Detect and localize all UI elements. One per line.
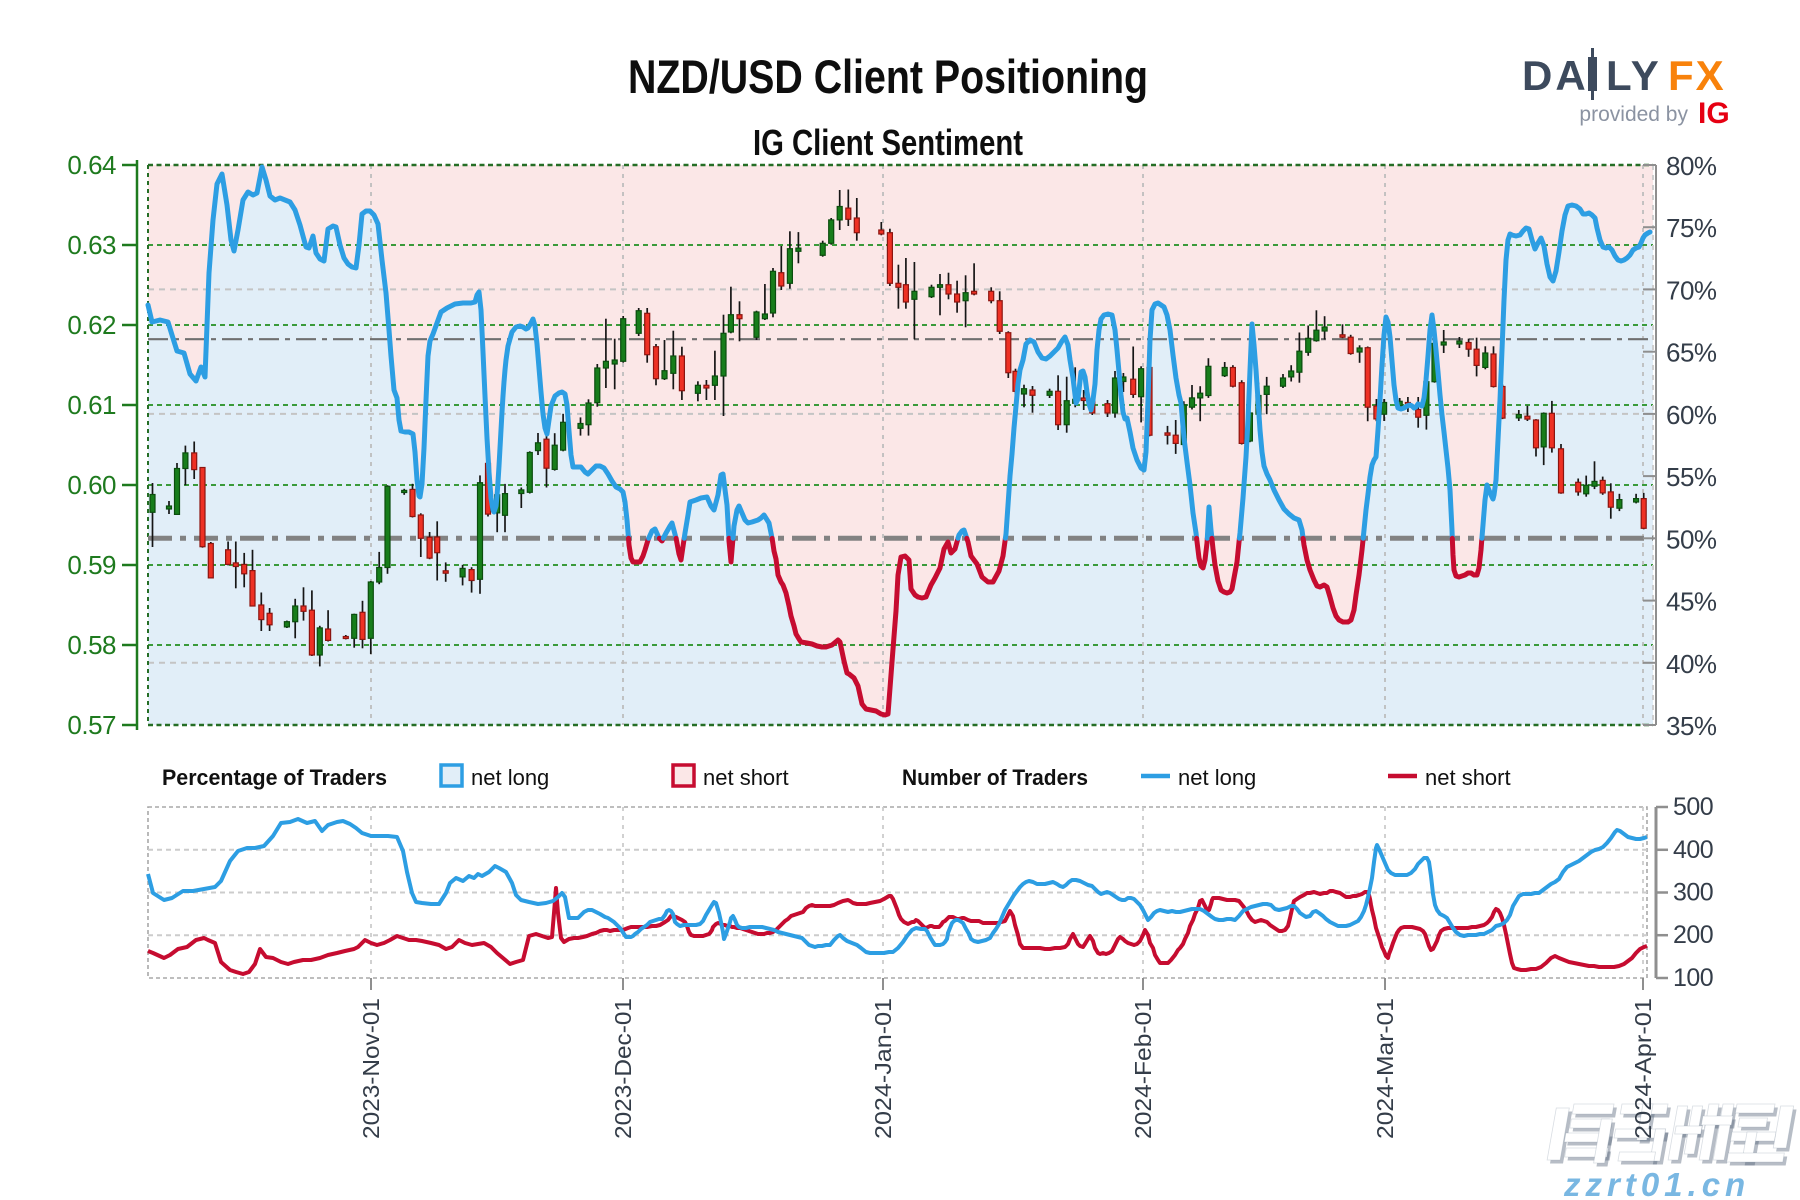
svg-text:2024-Jan-01: 2024-Jan-01 (870, 998, 896, 1139)
svg-text:200: 200 (1673, 921, 1713, 949)
svg-text:2024-Mar-01: 2024-Mar-01 (1372, 998, 1398, 1139)
svg-text:100: 100 (1673, 964, 1713, 992)
svg-text:net long: net long (471, 765, 549, 790)
svg-text:0.64: 0.64 (67, 150, 116, 180)
svg-text:35%: 35% (1666, 711, 1717, 741)
svg-text:Number of Traders: Number of Traders (902, 765, 1088, 790)
svg-text:0.62: 0.62 (67, 310, 116, 340)
svg-text:65%: 65% (1666, 338, 1717, 368)
svg-text:IG Client Sentiment: IG Client Sentiment (753, 122, 1023, 163)
svg-text:300: 300 (1673, 879, 1713, 907)
svg-text:75%: 75% (1666, 213, 1717, 243)
svg-text:70%: 70% (1666, 275, 1717, 305)
svg-text:40%: 40% (1666, 649, 1717, 679)
svg-text:60%: 60% (1666, 400, 1717, 430)
svg-text:FX: FX (1668, 52, 1726, 99)
svg-text:0.57: 0.57 (67, 710, 116, 740)
svg-text:80%: 80% (1666, 151, 1717, 181)
svg-text:2024-Feb-01: 2024-Feb-01 (1130, 998, 1156, 1139)
svg-text:LY: LY (1606, 52, 1662, 99)
svg-text:IG: IG (1698, 97, 1730, 130)
svg-text:0.59: 0.59 (67, 550, 116, 580)
svg-text:provided by: provided by (1579, 103, 1688, 126)
svg-text:net short: net short (703, 765, 789, 790)
svg-text:2024-Apr-01: 2024-Apr-01 (1630, 998, 1656, 1139)
svg-text:0.58: 0.58 (67, 630, 116, 660)
svg-text:2023-Dec-01: 2023-Dec-01 (610, 998, 636, 1139)
svg-text:45%: 45% (1666, 587, 1717, 617)
svg-text:Percentage of Traders: Percentage of Traders (162, 765, 387, 790)
svg-text:DA: DA (1522, 52, 1589, 99)
svg-text:50%: 50% (1666, 524, 1717, 554)
svg-text:500: 500 (1673, 793, 1713, 821)
svg-text:55%: 55% (1666, 462, 1717, 492)
svg-text:2023-Nov-01: 2023-Nov-01 (358, 998, 384, 1139)
svg-text:NZD/USD Client Positioning: NZD/USD Client Positioning (628, 50, 1148, 103)
svg-text:400: 400 (1673, 836, 1713, 864)
svg-text:net long: net long (1178, 765, 1256, 790)
svg-text:0.63: 0.63 (67, 230, 116, 260)
svg-text:zzrt01.cn: zzrt01.cn (1563, 1166, 1750, 1200)
svg-text:0.60: 0.60 (67, 470, 116, 500)
svg-text:net short: net short (1425, 765, 1511, 790)
svg-text:0.61: 0.61 (67, 390, 116, 420)
